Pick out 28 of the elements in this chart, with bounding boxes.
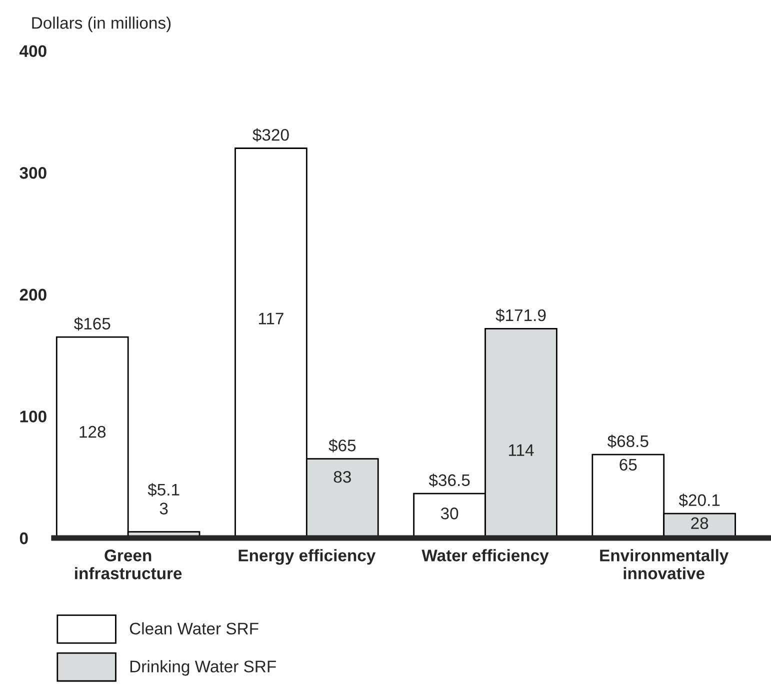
x-tick-label: Water efficiency [422, 549, 549, 565]
data-label: $36.5 [428, 474, 470, 488]
x-tick-label: Environmentally innovative [600, 549, 729, 580]
y-tick-label: 0 [20, 532, 28, 544]
annotation: 28 [691, 517, 708, 530]
x-tick-label: Energy efficiency [238, 549, 376, 565]
y-axis-title: Dollars (in millions) [32, 16, 171, 32]
annotation: 30 [440, 508, 458, 520]
y-tick-label: 200 [20, 288, 46, 301]
annotation: 83 [334, 471, 351, 483]
legend-label: Clean Water SRF [130, 622, 258, 634]
annotation: 3 [160, 502, 168, 514]
data-label: $5.1 [148, 483, 180, 497]
data-label: $320 [252, 128, 289, 142]
annotation: 65 [620, 458, 637, 471]
y-tick-label: 100 [20, 410, 46, 422]
data-label: $165 [74, 317, 110, 331]
y-tick-label: 300 [20, 167, 46, 179]
x-tick-label: Green infrastructure [75, 550, 182, 580]
annotation: 114 [508, 444, 534, 456]
y-tick-label: 400 [20, 45, 46, 58]
legend-label: Drinking Water SRF [130, 660, 276, 676]
annotation: 128 [80, 426, 106, 438]
data-label: $171.9 [496, 308, 546, 322]
data-label: $68.5 [607, 434, 648, 448]
annotation: 117 [258, 312, 284, 324]
data-label: $20.1 [678, 494, 720, 508]
data-label: $65 [328, 438, 356, 452]
